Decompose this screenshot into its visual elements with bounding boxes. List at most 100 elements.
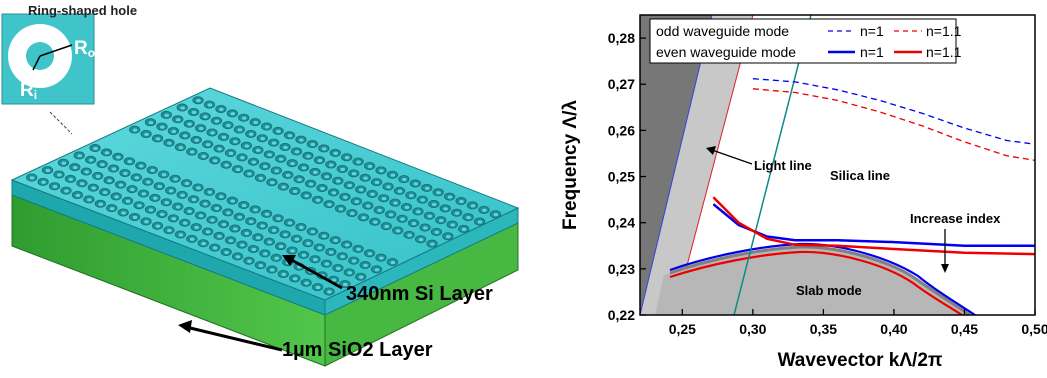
legend-row1-n11: n=1.1 (926, 23, 962, 39)
ring-hole-core (237, 128, 243, 132)
ring-hole-core (180, 193, 185, 197)
ring-hole-core (327, 290, 332, 294)
ring-hole-core (313, 258, 318, 262)
ring-hole-core (477, 220, 483, 224)
ring-hole-core (363, 263, 368, 268)
ring-hole-core (356, 160, 361, 164)
ring-hole-core (178, 145, 184, 150)
ring-hole-core (194, 138, 199, 142)
ring-hole-core (93, 146, 98, 151)
ring-hole-core (86, 198, 92, 202)
ring-hole-core (278, 157, 284, 161)
ring-hole-core (68, 177, 74, 181)
ring-hole-core (91, 186, 96, 190)
ring-hole-core (255, 236, 261, 240)
ring-hole-core (114, 195, 119, 199)
x-tick-label: 0,25 (669, 321, 696, 337)
ring-hole-core (75, 193, 81, 198)
ring-hole-core (470, 204, 476, 208)
ring-hole-core (150, 168, 155, 172)
ring-hole-core (228, 239, 234, 243)
y-tick-label: 0,28 (608, 30, 635, 46)
ring-hole-core (424, 186, 430, 190)
ring-hole-core (235, 167, 241, 172)
ring-hole-core (79, 182, 85, 186)
ring-hole-core (427, 214, 433, 218)
ring-hole-core (240, 156, 245, 160)
legend-row2-n1: n=1 (860, 44, 884, 60)
silica-line (733, 15, 812, 315)
ring-hole-core (267, 240, 272, 244)
ring-hole-core (443, 207, 448, 211)
ring-hole-core (175, 205, 181, 209)
ring-hole-core (269, 268, 275, 272)
ring-hole-core (102, 190, 108, 195)
ring-hole-core (164, 113, 170, 117)
ring-hole-core (294, 150, 300, 154)
ring-hole-core (72, 165, 78, 170)
ring-hole-core (262, 252, 268, 256)
ring-hole-core (233, 227, 238, 231)
ring-hole-core (228, 151, 234, 155)
ring-hole-core (317, 158, 323, 163)
increase-index-annotation: Increase index (910, 211, 1001, 226)
ring-hole-core (182, 221, 188, 225)
ring-hole-core (347, 183, 353, 188)
ring-hole-core (214, 119, 220, 123)
y-tick-label: 0,23 (608, 261, 635, 277)
ring-hole-core (173, 177, 178, 181)
ring-hole-core (224, 250, 229, 255)
ring-hole-core (420, 198, 426, 202)
ring-hole-core (171, 129, 177, 134)
light-grey-region (640, 15, 753, 315)
ring-hole-core (493, 213, 499, 217)
ring-hole-core (370, 192, 375, 196)
ring-hole-core (384, 224, 389, 229)
ring-hole-core (218, 195, 224, 199)
ring-hole-core (241, 116, 247, 120)
silica-line-annotation: Silica line (830, 168, 890, 183)
ring-hole-core (365, 204, 371, 208)
ring-hole-core (356, 247, 361, 251)
ring-hole-core (104, 151, 110, 155)
ring-hole-core (342, 282, 348, 287)
ring-hole-core (347, 271, 352, 275)
ring-hole-core (320, 186, 325, 191)
ring-hole-core (358, 275, 364, 279)
ring-hole-core (251, 247, 257, 252)
inner-radius-label: Ri (20, 80, 37, 102)
ring-hole-core (141, 192, 147, 196)
ring-hole-core (29, 176, 35, 180)
ring-hole-core (379, 256, 384, 260)
ring-hole-core (445, 235, 451, 239)
ring-hole-core (137, 203, 142, 208)
ring-hole-core (253, 208, 258, 212)
ring-hole-core (324, 262, 330, 266)
ring-hole-core (361, 216, 367, 220)
ring-hole-core (397, 189, 403, 193)
ring-hole-core (299, 138, 304, 142)
ring-hole-core (313, 170, 318, 174)
ring-hole-core (187, 122, 192, 126)
ring-hole-core (196, 99, 201, 103)
ring-hole-core (184, 181, 190, 186)
legend-box (649, 18, 957, 64)
series-layer (712, 78, 1035, 256)
light-line (640, 15, 713, 315)
ring-hole-core (331, 191, 337, 195)
x-tick-label: 0,50 (1021, 321, 1047, 337)
ring-hole-core (466, 215, 471, 220)
ring-hole-core (317, 246, 323, 250)
ring-hole-core (187, 209, 192, 213)
ring-hole-core (168, 189, 174, 193)
ring-hole-core (221, 135, 227, 139)
ring-hole-core (390, 173, 396, 177)
ring-hole-core (299, 225, 304, 229)
ring-hole-core (324, 175, 330, 179)
ring-hole-core (363, 176, 368, 180)
ring-hole-core (196, 186, 201, 190)
ring-hole-core (167, 141, 172, 145)
ring-hole-core (198, 126, 204, 131)
ring-hole-core (123, 171, 128, 175)
ring-hole-core (315, 285, 321, 290)
